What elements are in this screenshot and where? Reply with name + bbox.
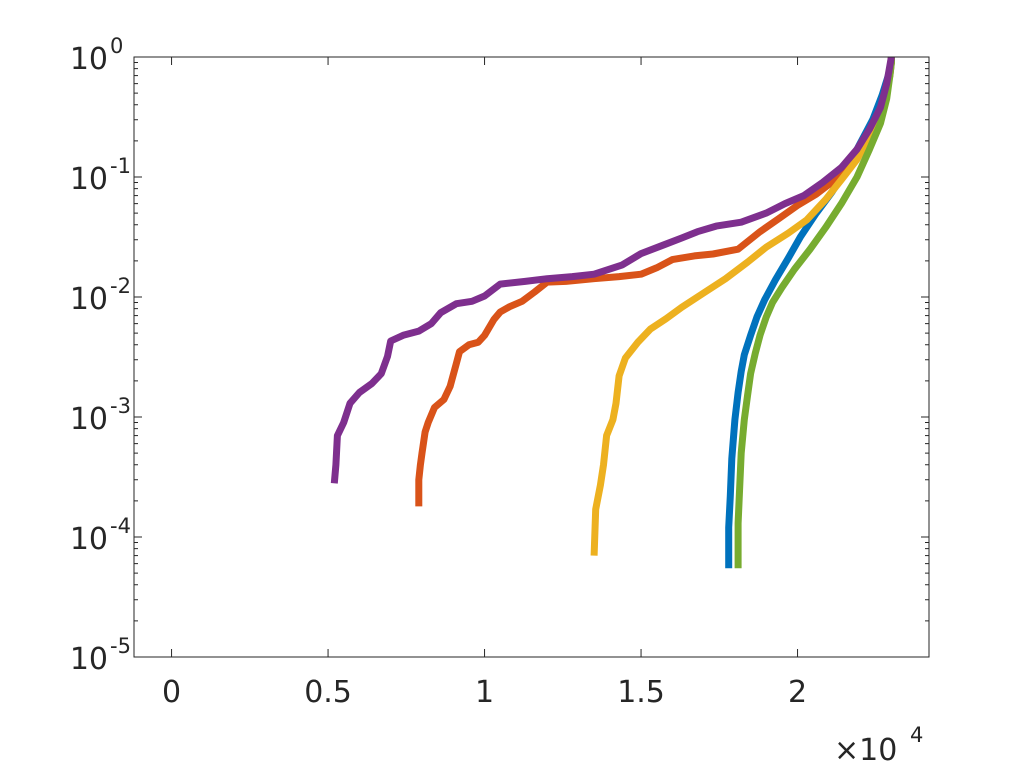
y-tick-label: 10	[70, 642, 108, 677]
y-tick-exponent: -5	[110, 634, 131, 658]
series-line-5	[330, 56, 895, 484]
x-tick-label: 0.5	[304, 675, 352, 710]
y-tick-exponent: -1	[110, 154, 131, 178]
series-line-2	[415, 57, 895, 507]
y-tick-label: 10	[70, 162, 108, 197]
y-tick-exponent: -3	[110, 394, 131, 418]
axes-layer	[133, 56, 930, 658]
x-tick-label: 0	[162, 675, 181, 710]
plot-frame	[133, 56, 930, 658]
x-tick-label: 1	[475, 675, 494, 710]
y-tick-label: 10	[70, 522, 108, 557]
x-multiplier-label: ×10	[834, 733, 897, 768]
y-tick-label: 10	[70, 282, 108, 317]
series-line-3	[590, 56, 895, 556]
x-multiplier-exponent: 4	[910, 723, 923, 747]
label-layer: 0 0.5 1 1.5 210-510-410-310-210-110 0×10 4	[70, 34, 924, 768]
y-tick-exponent: -2	[110, 274, 131, 298]
y-tick-exponent: -4	[110, 514, 131, 538]
y-tick-label: 10	[70, 42, 108, 77]
x-tick-label: 1.5	[617, 675, 665, 710]
series-layer	[330, 56, 895, 569]
y-tick-label: 10	[70, 402, 108, 437]
x-tick-label: 2	[788, 675, 807, 710]
series-line-4	[734, 57, 895, 569]
y-tick-exponent: 0	[110, 34, 123, 58]
